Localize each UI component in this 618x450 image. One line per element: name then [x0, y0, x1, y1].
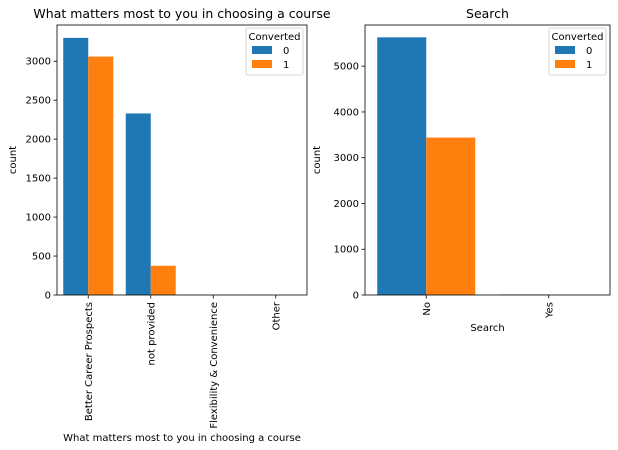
chart-1: What matters most to you in choosing a c…: [8, 6, 331, 444]
y-tick-label: 5000: [334, 62, 359, 73]
bar-1-0: [88, 56, 114, 295]
legend-title: Converted: [248, 32, 300, 43]
x-tick-label: not provided: [146, 302, 157, 365]
legend-label-1: 1: [586, 60, 592, 71]
chart-2: Search 0 1000 2000 3000 4000 5000 No Yes count Sea…: [312, 6, 611, 334]
y-tick-label: 2000: [26, 135, 51, 146]
x-tick-label: Better Career Prospects: [84, 302, 95, 421]
y-axis-label: count: [8, 146, 19, 174]
legend-swatch-0: [555, 46, 575, 54]
chart-title: What matters most to you in choosing a c…: [33, 6, 330, 21]
bar-0-0: [377, 37, 427, 296]
chart-title: Search: [466, 6, 509, 21]
legend: Converted 0 1: [548, 27, 607, 76]
legend-label-0: 0: [586, 46, 592, 57]
y-tick-label: 2000: [334, 199, 359, 210]
legend-title: Converted: [551, 32, 603, 43]
y-tick-label: 500: [32, 252, 51, 263]
y-tick-label: 0: [45, 291, 51, 302]
bar-0-1: [125, 113, 151, 295]
bar-1-0: [426, 137, 476, 295]
x-tick-label: Other: [271, 301, 282, 330]
y-tick-label: 1000: [26, 213, 51, 224]
bar-0-0: [63, 37, 89, 295]
plot-frame: [364, 24, 611, 296]
legend: Converted 0 1: [245, 27, 304, 76]
legend-label-0: 0: [283, 46, 289, 57]
y-tick-label: 1500: [26, 174, 51, 185]
x-tick-label: Flexibility & Convenience: [209, 302, 220, 429]
x-axis-label: What matters most to you in choosing a c…: [63, 433, 301, 444]
x-tick-label: No: [422, 302, 433, 316]
legend-swatch-1: [555, 60, 575, 68]
y-axis-label: count: [312, 146, 323, 174]
legend-swatch-0: [252, 46, 272, 54]
y-tick-label: 3000: [26, 57, 51, 68]
y-tick-label: 1000: [334, 245, 359, 256]
x-axis-label: Search: [470, 323, 504, 334]
y-tick-label: 3000: [334, 153, 359, 164]
plot-frame: [56, 24, 308, 296]
y-tick-label: 4000: [334, 107, 359, 118]
y-tick-label: 0: [353, 291, 359, 302]
legend-swatch-1: [252, 60, 272, 68]
y-tick-label: 2500: [26, 96, 51, 107]
x-tick-label: Yes: [544, 302, 555, 319]
bar-1-1: [150, 265, 176, 295]
legend-label-1: 1: [283, 60, 289, 71]
